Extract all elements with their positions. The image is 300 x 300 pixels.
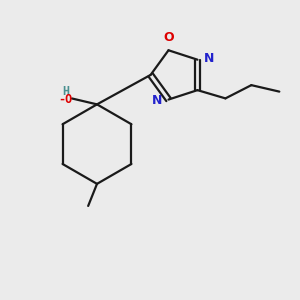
Text: O: O [163, 31, 174, 44]
Text: N: N [204, 52, 214, 65]
Text: -O: -O [58, 93, 73, 106]
Text: N: N [152, 94, 162, 106]
Text: H: H [62, 85, 70, 98]
